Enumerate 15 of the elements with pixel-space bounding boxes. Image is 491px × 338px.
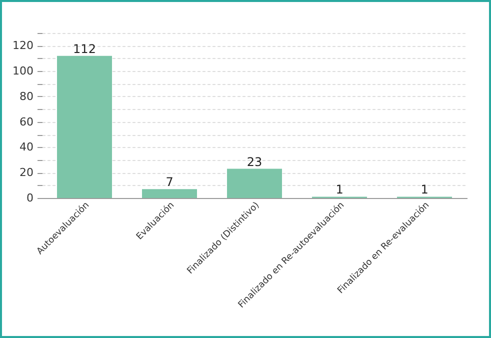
data-label: 23 (246, 154, 262, 169)
y-tick-label: 80 (20, 90, 34, 103)
data-label: 1 (336, 182, 344, 197)
y-tick-label: 120 (12, 39, 34, 52)
data-label: 1 (420, 182, 428, 197)
data-label: 7 (166, 175, 174, 190)
y-tick-label: 60 (20, 115, 34, 128)
data-label: 112 (73, 42, 96, 56)
bar (227, 168, 282, 198)
y-tick-label: 40 (20, 140, 34, 154)
y-tick-label: 0 (26, 192, 34, 204)
bar (142, 189, 197, 198)
y-tick-label: 100 (12, 64, 34, 78)
bar (57, 56, 112, 198)
y-tick-label: 20 (20, 166, 34, 180)
